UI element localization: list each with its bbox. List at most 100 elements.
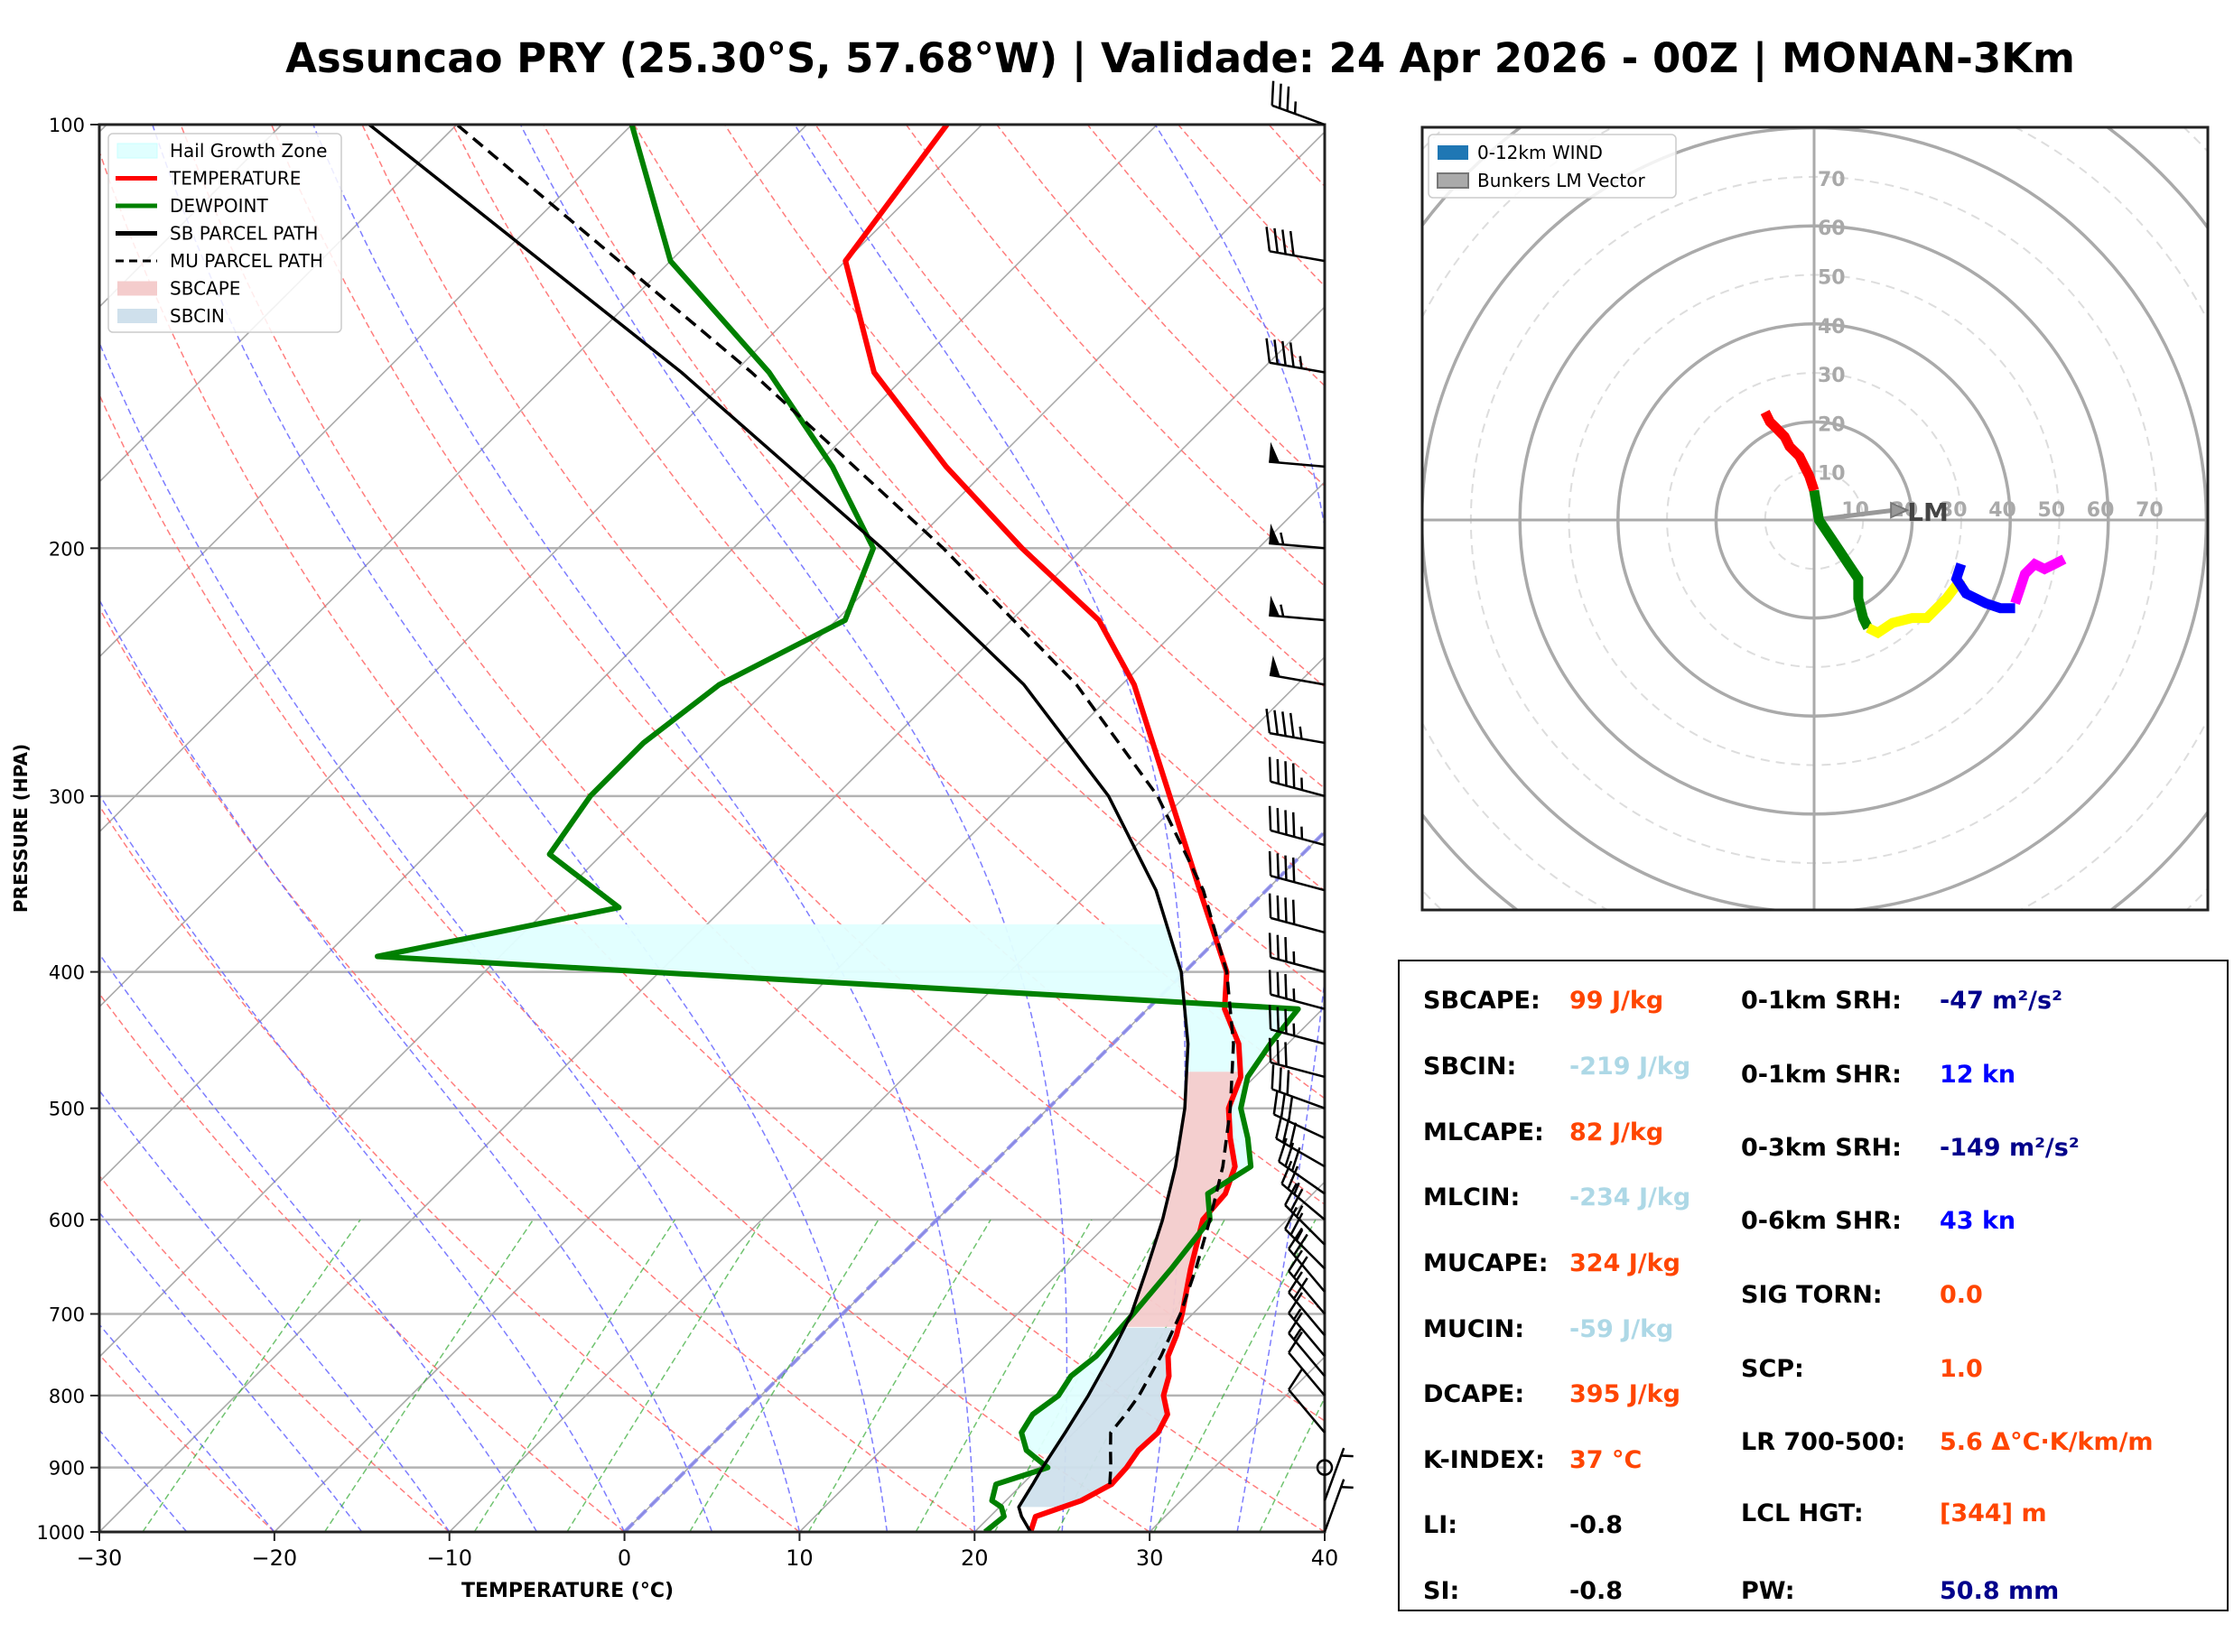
barb-full — [1291, 812, 1296, 838]
x-tick-label: 20 — [961, 1545, 989, 1571]
y-tick-label: 900 — [49, 1458, 85, 1480]
mixing-ratio-line — [1153, 1219, 1317, 1532]
hodograph-segment — [1866, 575, 1966, 639]
hodograph-segment — [1760, 410, 1820, 493]
barb-full — [1291, 899, 1296, 924]
legend-swatch — [116, 143, 158, 159]
barb-full — [1284, 1042, 1288, 1067]
dry-adiabat — [99, 804, 800, 1532]
stat-value: 5.6 Δ°C·K/km/m — [1940, 1428, 2154, 1456]
barb-shaft — [1284, 1204, 1326, 1246]
barb-shaft — [1280, 1183, 1326, 1221]
barb-full — [1273, 227, 1280, 254]
ring-label: 70 — [2136, 499, 2164, 522]
mixing-ratio-line — [915, 1219, 1093, 1532]
barb-shaft — [1273, 1113, 1326, 1139]
barb-full — [1288, 1312, 1303, 1334]
barb-half — [1280, 532, 1285, 545]
barb-full — [1275, 1114, 1283, 1139]
barb-full — [1286, 86, 1290, 112]
legend-label: SB PARCEL PATH — [170, 223, 318, 245]
wind-barb — [1271, 1064, 1326, 1109]
stat-value: 82 J/kg — [1569, 1118, 1664, 1146]
barb-full — [1289, 1188, 1304, 1211]
barb-shaft — [1284, 1228, 1326, 1270]
stat-value: -219 J/kg — [1569, 1053, 1691, 1081]
barb-full — [1271, 80, 1275, 106]
stat-value: 99 J/kg — [1569, 987, 1664, 1015]
barb-full — [1292, 1277, 1308, 1300]
y-tick-label: 800 — [49, 1386, 85, 1407]
barb-shaft — [1270, 956, 1326, 973]
barb-shaft — [1270, 916, 1326, 934]
isotherm-line — [973, 1181, 1325, 1532]
stat-label: 0-3km SRH: — [1741, 1134, 1902, 1162]
wind-barb — [1288, 1227, 1326, 1293]
barb-full — [1281, 1118, 1290, 1144]
mixing-ratio-line — [323, 1219, 535, 1532]
stat-label: PW: — [1741, 1577, 1795, 1605]
mixing-ratio-line — [473, 1219, 676, 1532]
wind-barb — [1284, 1183, 1326, 1246]
wind-barb — [1268, 805, 1326, 847]
barb-half — [1280, 604, 1285, 617]
barb-full — [1284, 936, 1288, 962]
legend-label: TEMPERATURE — [169, 168, 301, 190]
isotherm-line — [798, 1006, 1325, 1532]
moist-adiabat — [99, 793, 626, 1532]
moist-adiabat — [312, 125, 976, 1532]
isotherm-line — [99, 125, 633, 658]
x-tick-label: 0 — [618, 1545, 631, 1571]
isotherm-line — [99, 131, 1325, 1359]
barb-full — [1289, 712, 1295, 738]
wind-barb — [1268, 850, 1326, 892]
barb-full — [1265, 227, 1271, 252]
wind-barb — [1265, 227, 1326, 263]
barb-half — [1293, 1182, 1300, 1195]
barb-full — [1281, 229, 1287, 255]
hodograph-frame — [1420, 125, 2210, 912]
barb-full — [1284, 974, 1288, 999]
ring-label: 40 — [1818, 316, 1846, 339]
y-tick-label: 400 — [49, 962, 85, 984]
barb-shaft — [1288, 1291, 1326, 1337]
stat-value: [344] m — [1940, 1499, 2047, 1527]
stat-value: -149 m²/s² — [1940, 1134, 2080, 1162]
barb-full — [1273, 710, 1280, 735]
stat-label: SBCIN: — [1423, 1053, 1517, 1081]
legend-swatch — [1437, 172, 1469, 189]
wind-barb — [1288, 1331, 1326, 1397]
stat-label: MUCIN: — [1423, 1315, 1525, 1343]
barb-full — [1287, 1097, 1294, 1122]
barb-half — [1341, 1485, 1354, 1490]
wind-barb — [1269, 441, 1326, 469]
legend-swatch — [117, 309, 157, 323]
hodograph-segment — [2010, 554, 2067, 606]
x-tick-label: 10 — [786, 1545, 814, 1571]
wind-barb — [1269, 523, 1326, 550]
barb-full — [1278, 1137, 1288, 1163]
isotherm-line — [99, 125, 458, 483]
barb-full — [1289, 342, 1295, 367]
wind-barb — [1268, 756, 1326, 798]
barb-full — [1268, 805, 1272, 831]
barb-shaft — [1269, 673, 1326, 686]
barb-full — [1276, 808, 1280, 833]
barb-shaft — [1270, 993, 1326, 1010]
legend-label: MU PARCEL PATH — [170, 250, 323, 272]
barb-shaft — [1269, 460, 1326, 469]
moist-adiabat — [99, 1323, 275, 1532]
wind-barb — [1269, 595, 1326, 622]
stat-value: 1.0 — [1940, 1355, 1983, 1383]
x-tick-label: 30 — [1136, 1545, 1164, 1571]
ring-label: 20 — [1818, 413, 1846, 436]
stat-label: K-INDEX: — [1423, 1446, 1545, 1474]
barb-full — [1286, 1070, 1290, 1095]
barb-full — [1284, 761, 1288, 786]
barb-flag — [1269, 595, 1280, 617]
legend-label: SBCIN — [170, 305, 225, 327]
barb-full — [1289, 1212, 1304, 1236]
x-tick-label: −10 — [426, 1545, 472, 1571]
y-axis-label: PRESSURE (HPA) — [10, 744, 32, 913]
